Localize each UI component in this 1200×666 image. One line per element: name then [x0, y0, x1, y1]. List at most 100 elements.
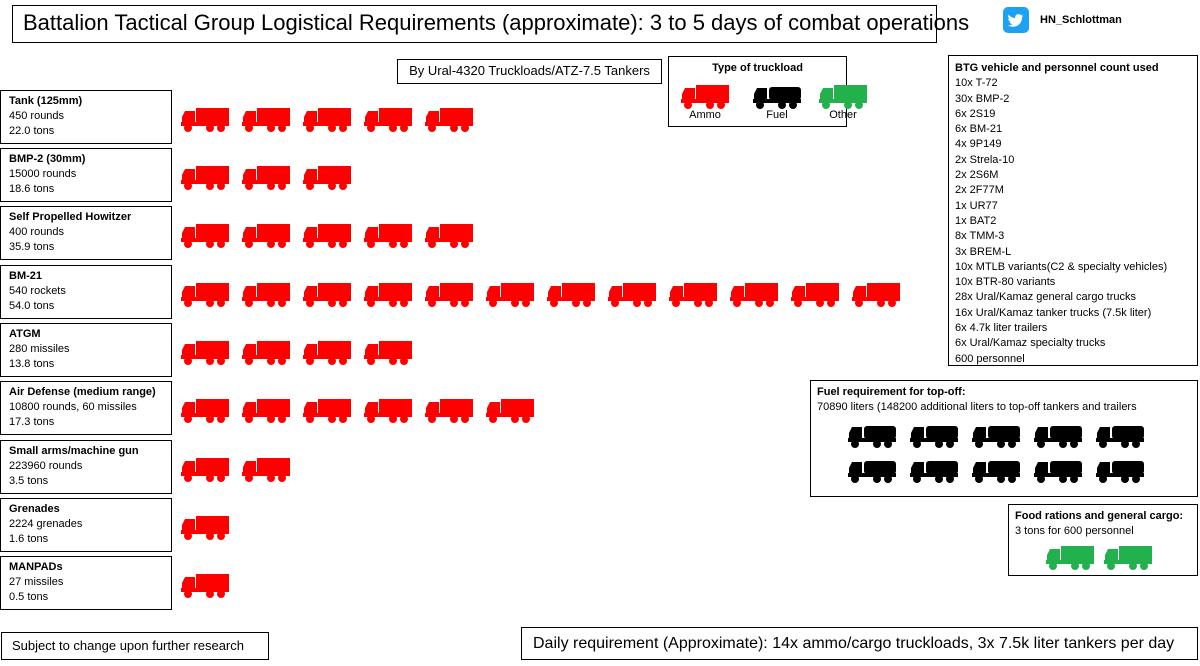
btg-item: 30x BMP-2	[955, 92, 1010, 105]
category-box: Small arms/machine gun 223960 rounds 3.5 t…	[0, 440, 172, 494]
btg-composition-box: BTG vehicle and personnel count used 10x…	[948, 55, 1198, 366]
category-name: Self Propelled Howitzer	[9, 211, 132, 223]
ammo-truck-icon	[181, 165, 229, 191]
category-box: Grenades 2224 grenades 1.6 tons	[0, 498, 172, 552]
category-quantity: 280 missiles	[9, 343, 70, 355]
legend-ammo-truck-icon	[681, 83, 729, 111]
ammo-truck-icon	[181, 398, 229, 424]
food-title: Food rations and general cargo:	[1015, 510, 1184, 522]
category-quantity: 540 rockets	[9, 285, 66, 297]
ammo-truck-icon	[242, 223, 290, 249]
category-quantity: 15000 rounds	[9, 168, 77, 180]
ammo-truck-icon	[364, 398, 412, 424]
btg-list: 10x T-72 30x BMP-2 6x 2S19 6x BM-21 4x 9P149…	[955, 76, 1191, 367]
fuel-tanker-icon	[972, 423, 1020, 449]
ammo-truck-icon	[181, 223, 229, 249]
category-tons: 0.5 tons	[9, 591, 49, 603]
btg-item: 28x Ural/Kamaz general cargo trucks	[955, 291, 1136, 304]
category-box: MANPADs 27 missiles 0.5 tons	[0, 556, 172, 610]
fuel-tanker-icon	[848, 423, 896, 449]
category-name: BM-21	[9, 270, 43, 282]
category-tons: 54.0 tons	[9, 300, 55, 312]
ammo-truck-icon	[242, 457, 290, 483]
ammo-truck-icon	[181, 107, 229, 133]
fuel-tanker-icon	[1096, 458, 1144, 484]
category-name: MANPADs	[9, 561, 63, 573]
cargo-truck-icon	[1104, 545, 1152, 571]
ammo-truck-icon	[669, 282, 717, 308]
ammo-truck-icon	[486, 282, 534, 308]
ammo-truck-icon	[852, 282, 900, 308]
category-quantity: 2224 grenades	[9, 518, 83, 530]
ammo-truck-icon	[425, 398, 473, 424]
ammo-truck-icon	[242, 398, 290, 424]
ammo-truck-icon	[791, 282, 839, 308]
btg-item: 1x UR77	[955, 199, 998, 212]
ammo-truck-icon	[181, 282, 229, 308]
category-name: Small arms/machine gun	[9, 445, 139, 457]
btg-item: 2x 2F77M	[955, 184, 1004, 197]
ammo-truck-icon	[181, 340, 229, 366]
fuel-tanker-icon	[1096, 423, 1144, 449]
category-tons: 13.8 tons	[9, 358, 55, 370]
btg-item: 3x BREM-L	[955, 245, 1012, 258]
ammo-truck-icon	[730, 282, 778, 308]
category-name: ATGM	[9, 328, 41, 340]
cargo-truck-icon	[1046, 545, 1094, 571]
legend-label-fuel: Fuel	[766, 109, 788, 121]
ammo-truck-icon	[181, 515, 229, 541]
btg-item: 6x 2S19	[955, 107, 996, 120]
legend-fuel-truck-icon	[753, 83, 801, 111]
ammo-truck-icon	[242, 340, 290, 366]
food-requirement-box: Food rations and general cargo: 3 tons f…	[1008, 504, 1198, 576]
ammo-truck-icon	[181, 457, 229, 483]
ammo-truck-icon	[608, 282, 656, 308]
ammo-truck-icon	[181, 573, 229, 599]
fuel-tanker-icon	[1034, 458, 1082, 484]
category-tons: 35.9 tons	[9, 241, 55, 253]
legend-title: Type of truckload	[712, 62, 803, 74]
ammo-truck-icon	[547, 282, 595, 308]
daily-requirement: Daily requirement (Approximate): 14x amm…	[521, 627, 1198, 660]
category-quantity: 450 rounds	[9, 110, 65, 122]
ammo-truck-icon	[303, 398, 351, 424]
category-name: Tank (125mm)	[9, 95, 83, 107]
btg-item: 6x Ural/Kamaz specialty trucks	[955, 337, 1106, 350]
ammo-truck-icon	[303, 223, 351, 249]
research-note: Subject to change upon further research	[1, 632, 269, 660]
category-tons: 18.6 tons	[9, 183, 55, 195]
ammo-truck-icon	[364, 340, 412, 366]
category-box: Tank (125mm) 450 rounds 22.0 tons	[0, 90, 172, 144]
ammo-truck-icon	[364, 223, 412, 249]
fuel-requirement-box: Fuel requirement for top-off: 70890 lite…	[810, 380, 1198, 497]
btg-item: 1x BAT2	[955, 214, 997, 227]
food-text: 3 tons for 600 personnel	[1015, 525, 1134, 537]
category-box: Air Defense (medium range) 10800 rounds, …	[0, 381, 172, 435]
legend-label-ammo: Ammo	[689, 109, 721, 121]
ammo-truck-icon	[364, 107, 412, 133]
btg-item: 10x T-72	[955, 77, 998, 90]
fuel-tanker-icon	[1034, 423, 1082, 449]
subtitle: By Ural-4320 Truckloads/ATZ-7.5 Tankers	[397, 59, 662, 84]
fuel-tanker-icon	[910, 423, 958, 449]
legend: Type of truckload Ammo Fuel Other	[668, 56, 847, 127]
btg-item: 2x 2S6M	[955, 169, 999, 182]
ammo-truck-icon	[303, 340, 351, 366]
btg-item: 2x Strela-10	[955, 153, 1015, 166]
ammo-truck-icon	[242, 165, 290, 191]
ammo-truck-icon	[486, 398, 534, 424]
category-quantity: 27 missiles	[9, 576, 64, 588]
ammo-truck-icon	[425, 107, 473, 133]
category-box: BM-21 540 rockets 54.0 tons	[0, 265, 172, 319]
category-tons: 3.5 tons	[9, 475, 49, 487]
twitter-handle: HN_Schlottman	[1040, 14, 1122, 26]
page-title: Battalion Tactical Group Logistical Requ…	[12, 5, 969, 43]
category-name: BMP-2 (30mm)	[9, 153, 86, 165]
btg-item: 10x BTR-80 variants	[955, 276, 1056, 289]
btg-item: 4x 9P149	[955, 138, 1002, 151]
ammo-truck-icon	[303, 282, 351, 308]
fuel-text: 70890 liters (148200 additional liters t…	[817, 401, 1137, 413]
btg-title: BTG vehicle and personnel count used	[955, 62, 1159, 74]
twitter-bird-icon	[1003, 7, 1029, 33]
btg-item: 6x BM-21	[955, 123, 1003, 136]
